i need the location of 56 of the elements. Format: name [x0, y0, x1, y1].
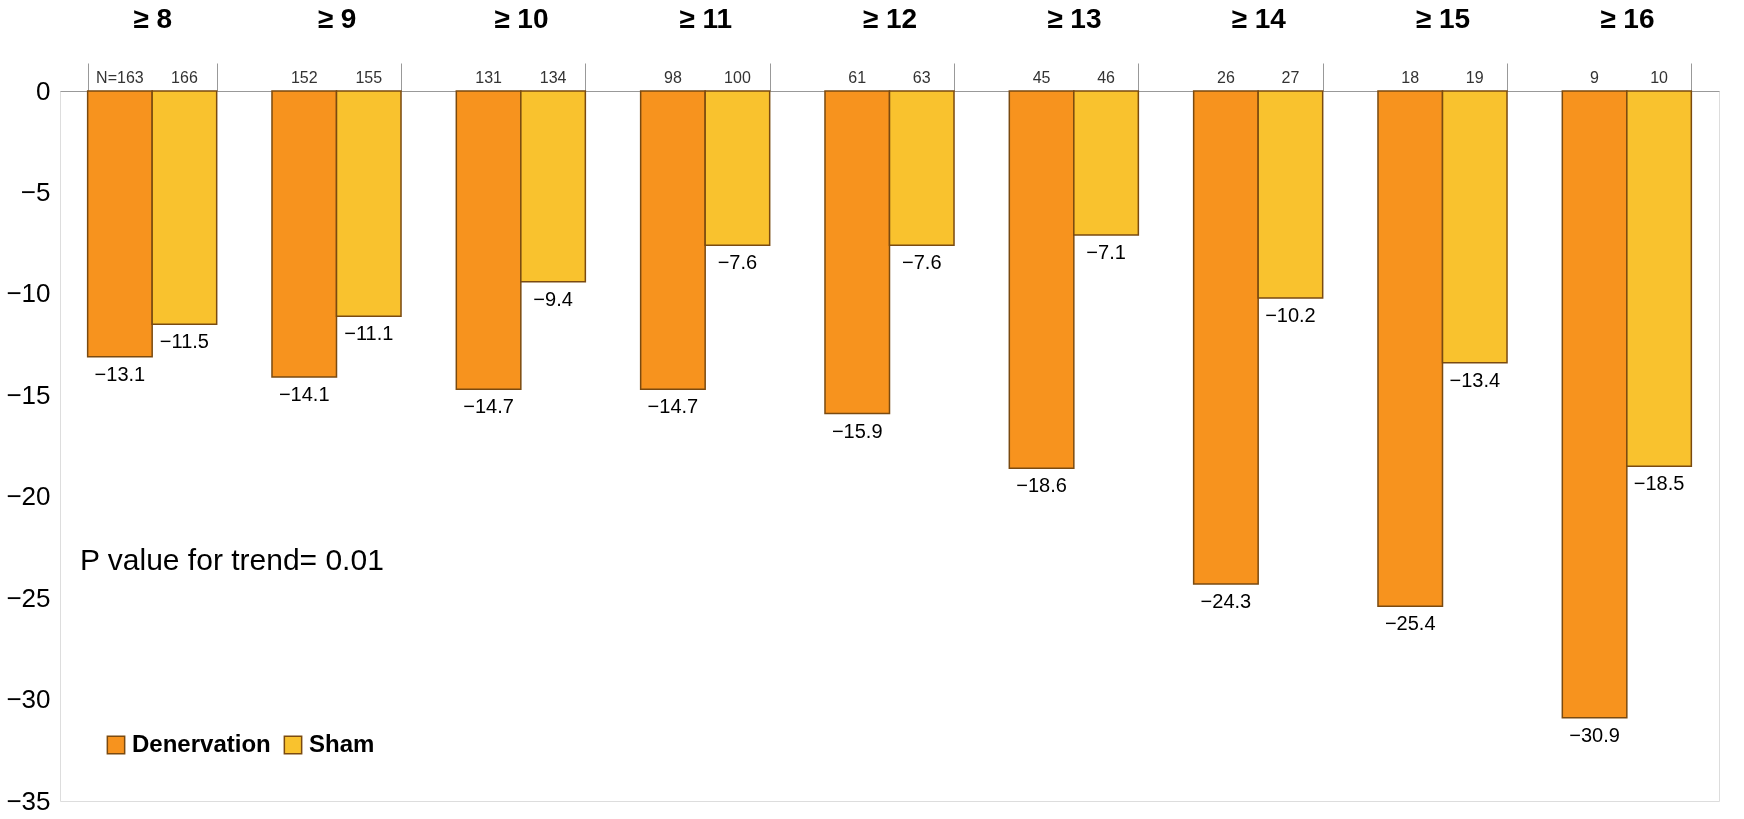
data-label: −14.7 [647, 395, 699, 418]
data-label: −9.4 [533, 287, 573, 310]
data-label: −25.4 [1384, 612, 1436, 635]
data-label: −13.4 [1449, 368, 1501, 391]
annotation: N=163 [96, 69, 144, 86]
annotation: 10 [1650, 69, 1669, 86]
annotation: 100 [724, 69, 751, 86]
x-tick-label: ≥ 14 [1231, 2, 1287, 34]
annotation: 26 [1217, 69, 1235, 86]
annotation: 18 [1401, 69, 1420, 86]
legend-label: Denervation [132, 730, 271, 757]
data-label: −18.6 [1016, 474, 1067, 497]
data-label: −18.5 [1633, 472, 1685, 495]
x-tick-label: ≥ 16 [1600, 2, 1655, 34]
data-label: −10.2 [1265, 303, 1316, 326]
data-label: −11.5 [159, 330, 209, 353]
y-tick-label: −15 [6, 379, 51, 410]
legend-label: Sham [309, 730, 375, 757]
annotation: 155 [355, 69, 383, 86]
annotation: 9 [1590, 69, 1600, 86]
annotation: 27 [1281, 69, 1300, 86]
annotation: 131 [475, 69, 503, 86]
annotation: 152 [290, 69, 318, 86]
data-label: −24.3 [1200, 589, 1252, 612]
annotation: P value for trend= 0.01 [80, 543, 384, 576]
data-label: −13.1 [94, 362, 146, 385]
y-tick-label: −5 [20, 176, 51, 207]
data-label: −14.1 [278, 383, 330, 406]
x-tick-label: ≥ 8 [133, 2, 173, 34]
annotation: 98 [664, 69, 682, 86]
y-tick-label: −25 [6, 582, 51, 613]
annotation: 45 [1032, 69, 1051, 86]
annotation: 134 [539, 69, 567, 86]
annotation: 19 [1465, 69, 1484, 86]
annotation: 61 [848, 69, 867, 86]
data-label: −30.9 [1569, 723, 1620, 746]
y-tick-label: −30 [6, 684, 51, 715]
data-label: −15.9 [831, 419, 883, 442]
y-tick-label: −35 [6, 785, 51, 816]
y-tick-label: −10 [6, 278, 51, 309]
data-label: −7.6 [902, 251, 942, 274]
y-tick-label: −20 [6, 481, 51, 512]
annotation: 63 [912, 69, 931, 86]
y-tick-label: 0 [36, 75, 51, 106]
x-tick-label: ≥ 15 [1415, 2, 1471, 34]
x-tick-label: ≥ 9 [317, 2, 357, 34]
data-label: −7.6 [717, 251, 758, 274]
x-tick-label: ≥ 10 [494, 2, 549, 34]
data-label: −11.1 [344, 322, 394, 345]
x-tick-label: ≥ 12 [862, 2, 918, 34]
x-tick-label: ≥ 13 [1047, 2, 1102, 34]
x-tick-label: ≥ 11 [679, 2, 733, 34]
data-label: −14.7 [463, 395, 514, 418]
annotation: 46 [1097, 69, 1116, 86]
annotation: 166 [171, 69, 198, 86]
data-label: −7.1 [1086, 241, 1126, 264]
